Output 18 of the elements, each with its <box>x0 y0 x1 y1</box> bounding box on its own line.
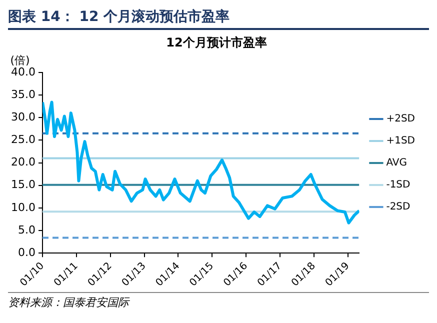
y-tick-label: 35.0 <box>10 88 36 101</box>
legend-label: +1SD <box>386 136 416 147</box>
legend-label: -1SD <box>386 180 411 191</box>
y-axis-title: (倍) <box>10 54 30 67</box>
legend-label: +2SD <box>386 114 416 125</box>
y-tick-label: 30.0 <box>10 110 36 124</box>
y-tick-label: 20.0 <box>10 156 36 169</box>
legend-label: AVG <box>386 158 408 169</box>
chart-subtitle: 12个月预计市盈率 <box>166 35 267 50</box>
y-tick-label: 10.0 <box>10 200 36 214</box>
chart-title: 图表 14： 12 个月滚动预估市盈率 <box>8 8 429 30</box>
legend-label: -2SD <box>386 202 411 213</box>
text: 资料来源：国泰君安国际 <box>8 292 429 310</box>
y-tick-label: 25.0 <box>10 133 36 146</box>
y-tick-label: 40.0 <box>10 65 36 78</box>
y-tick-label: 5.0 <box>18 223 36 236</box>
y-tick-label: 0.0 <box>18 246 36 259</box>
y-tick-label: 15.0 <box>10 178 36 192</box>
